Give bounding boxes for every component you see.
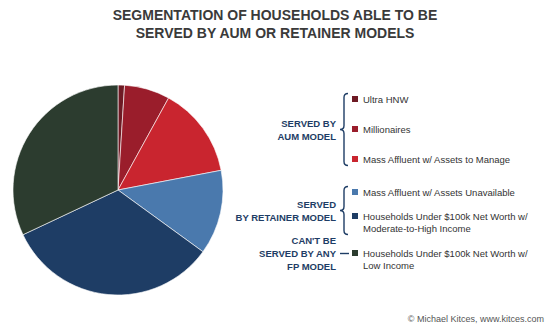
group-label: CAN'T BE (292, 235, 336, 246)
title: SEGMENTATION OF HOUSEHOLDS ABLE TO BE (113, 7, 438, 23)
legend-swatch (352, 126, 358, 132)
group-label: SERVED BY ANY (259, 248, 337, 259)
legend-swatch (352, 213, 358, 219)
legend-label: Mass Affluent w/ Assets Unavailable (363, 187, 515, 198)
legend-swatch (352, 156, 358, 162)
legend: Ultra HNW Millionaires Mass Affluent w/ As… (236, 94, 528, 273)
legend-label-line: Households Under $100k Net Worth w/ (363, 211, 528, 222)
legend-label-line: Ultra HNW (363, 94, 408, 105)
group-connector (340, 253, 349, 254)
source: © Michael Kitces, www.kitces.com (408, 314, 544, 324)
legend-label-line: Moderate-to-High Income (363, 223, 471, 234)
legend-label: Mass Affluent w/ Assets to Manage (363, 154, 510, 165)
title-group: SEGMENTATION OF HOUSEHOLDS ABLE TO BE SER… (113, 7, 438, 41)
group-brace (340, 94, 348, 166)
group-label: SERVED (297, 199, 336, 210)
chart: SEGMENTATION OF HOUSEHOLDS ABLE TO BE SER… (0, 0, 550, 330)
legend-label-line: Households Under $100k Net Worth w/ (363, 248, 528, 259)
group-label: SERVED BY (281, 118, 336, 129)
legend-swatch (352, 250, 358, 256)
pie (13, 85, 223, 295)
legend-label-line: Mass Affluent w/ Assets to Manage (363, 154, 510, 165)
group-label: FP MODEL (287, 261, 336, 272)
legend-label: Ultra HNW (363, 94, 408, 105)
legend-label: Millionaires (363, 124, 411, 135)
legend-swatch (352, 189, 358, 195)
legend-label: Households Under $100k Net Worth w/Low I… (363, 248, 528, 271)
title: SERVED BY AUM OR RETAINER MODELS (136, 25, 415, 41)
legend-swatch (352, 96, 358, 102)
group-brace (340, 187, 348, 235)
legend-label-line: Low Income (363, 260, 414, 271)
legend-label-line: Mass Affluent w/ Assets Unavailable (363, 187, 515, 198)
pie-slice (13, 85, 118, 235)
legend-label: Households Under $100k Net Worth w/Moder… (363, 211, 528, 234)
group-label: BY RETAINER MODEL (236, 212, 337, 223)
legend-label-line: Millionaires (363, 124, 411, 135)
group-label: AUM MODEL (277, 131, 336, 142)
